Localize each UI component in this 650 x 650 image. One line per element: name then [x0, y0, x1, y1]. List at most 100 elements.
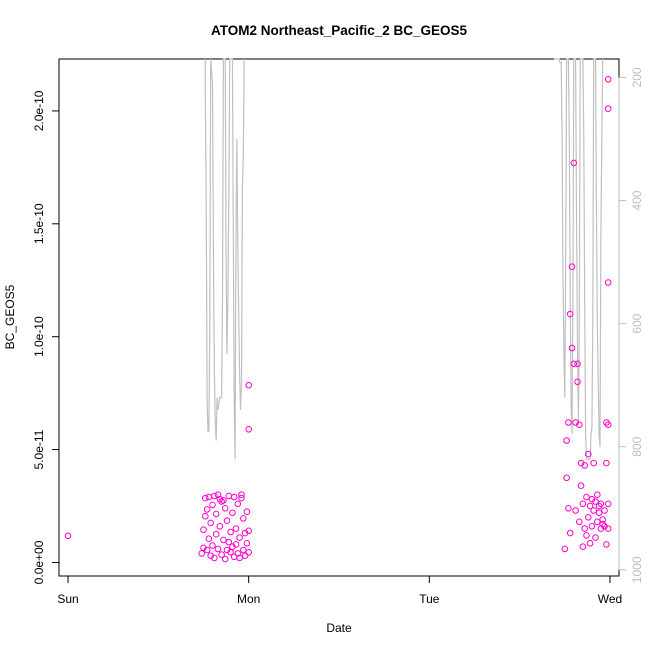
data-point [579, 500, 587, 508]
data-point [577, 482, 585, 490]
data-point [572, 507, 579, 514]
data-point [240, 515, 247, 522]
data-point [225, 492, 233, 500]
data-point [592, 534, 599, 541]
data-point [211, 554, 218, 562]
data-point [586, 502, 594, 510]
data-point [227, 528, 234, 536]
data-point [211, 492, 218, 500]
data-point [216, 523, 224, 530]
data-point [220, 536, 227, 544]
data-point [212, 510, 220, 518]
y2-tick-label: 800 [630, 436, 644, 456]
data-point [203, 506, 211, 513]
plot-frame [58, 58, 620, 577]
y2-tick-label: 1000 [630, 556, 644, 583]
data-point [565, 505, 572, 512]
data-point [64, 532, 72, 540]
data-point [565, 419, 572, 426]
data-point [245, 527, 252, 535]
data-point [604, 500, 612, 508]
data-point [583, 532, 590, 539]
pressure-line-segment [204, 58, 245, 460]
data-point [583, 493, 590, 501]
data-point [243, 540, 251, 547]
data-point [597, 500, 605, 508]
data-point [200, 544, 207, 552]
data-point [202, 494, 209, 502]
data-point [574, 378, 581, 386]
data-point-layer [64, 76, 612, 563]
data-point [599, 516, 607, 523]
data-point [585, 450, 592, 458]
data-point [585, 514, 592, 521]
data-point [603, 541, 610, 548]
data-point [563, 437, 570, 444]
data-point [221, 555, 229, 563]
chart-title: ATOM2 Northeast_Pacific_2 BC_GEOS5 [211, 23, 468, 38]
data-point [229, 509, 236, 517]
data-point [604, 76, 612, 83]
y-tick-label: 0.0e+00 [32, 540, 46, 584]
data-point [240, 546, 247, 554]
data-point [594, 491, 601, 499]
data-point [245, 549, 252, 556]
data-point [230, 553, 238, 561]
x-tick-label: Sun [57, 592, 78, 606]
x-tick-label: Tue [419, 592, 440, 606]
y-tick-label: 2.0e-10 [32, 90, 46, 131]
data-point [588, 523, 596, 530]
x-axis-label: Date [326, 621, 352, 635]
data-point [566, 310, 574, 318]
data-point [563, 474, 570, 482]
y2-tick-label: 200 [630, 67, 644, 87]
x-axis: Sun Mon Tue Wed [57, 575, 622, 606]
data-point [604, 421, 612, 429]
data-point [207, 519, 214, 527]
y-tick-label: 1.5e-10 [32, 203, 46, 244]
y-tick-label: 1.0e-10 [32, 316, 46, 357]
y-axis-label: BC_GEOS5 [3, 284, 17, 349]
data-point [230, 493, 238, 501]
data-point [568, 263, 576, 271]
data-point [566, 529, 574, 537]
data-point [221, 505, 229, 512]
data-point [214, 545, 222, 553]
data-point [202, 512, 209, 520]
data-point [245, 381, 252, 389]
pressure-line-layer [204, 58, 604, 460]
data-point [236, 554, 243, 562]
x-tick-label: Mon [237, 592, 260, 606]
data-point [601, 507, 608, 514]
y2-tick-label: 400 [630, 190, 644, 210]
data-point [604, 525, 612, 532]
data-point [590, 459, 598, 467]
data-point [238, 494, 245, 502]
data-point [205, 493, 213, 501]
data-point [581, 462, 589, 469]
data-point [581, 525, 589, 532]
x-tick-label: Wed [598, 592, 622, 606]
data-point [590, 507, 598, 514]
data-point [568, 344, 576, 352]
data-point [236, 534, 243, 541]
data-point [604, 279, 612, 286]
data-point [603, 459, 610, 467]
data-point [576, 518, 583, 526]
y2-axis: 200 400 600 800 1000 [618, 67, 644, 583]
data-point [595, 509, 603, 517]
pressure-line-segment [554, 58, 604, 460]
data-point [604, 105, 612, 112]
data-point [570, 159, 578, 167]
data-point [203, 546, 211, 554]
y2-tick-label: 600 [630, 313, 644, 333]
data-point [209, 542, 216, 549]
data-point [200, 526, 207, 534]
data-point [570, 360, 578, 368]
data-point [574, 360, 581, 368]
y-tick-label: 5.0e-11 [32, 429, 46, 469]
y-axis: 0.0e+00 5.0e-11 1.0e-10 1.5e-10 2.0e-10 [32, 90, 60, 584]
data-point [223, 517, 231, 525]
data-point [586, 540, 594, 547]
